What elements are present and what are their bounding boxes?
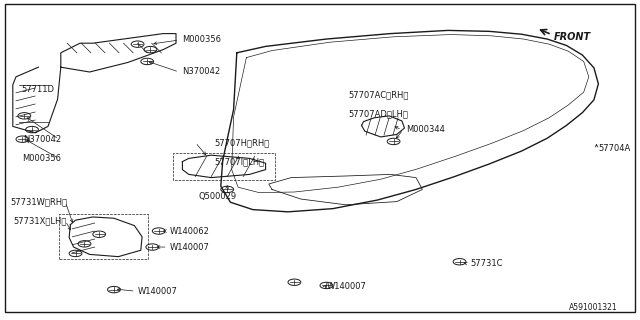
Text: 57707AD〈LH〉: 57707AD〈LH〉	[349, 109, 409, 118]
Text: W140062: W140062	[170, 228, 209, 236]
Text: 57707I〈LH〉: 57707I〈LH〉	[214, 157, 264, 166]
Text: M000356: M000356	[22, 154, 61, 163]
Text: 57731X〈LH〉: 57731X〈LH〉	[14, 216, 67, 225]
Text: 57707H〈RH〉: 57707H〈RH〉	[214, 138, 269, 147]
Text: 57704A: 57704A	[598, 144, 630, 153]
Text: W140007: W140007	[170, 244, 209, 252]
Text: Q500029: Q500029	[198, 192, 237, 201]
Text: 57707AC〈RH〉: 57707AC〈RH〉	[349, 90, 409, 99]
Text: M000344: M000344	[406, 125, 445, 134]
Text: W140007: W140007	[326, 282, 366, 291]
Text: M000356: M000356	[182, 36, 221, 44]
Text: 57731C: 57731C	[470, 260, 503, 268]
Text: N370042: N370042	[182, 68, 221, 76]
Text: FRONT: FRONT	[554, 32, 591, 42]
Text: 57711D: 57711D	[21, 85, 54, 94]
Text: 57731W〈RH〉: 57731W〈RH〉	[10, 197, 67, 206]
Text: N370042: N370042	[22, 135, 61, 144]
Text: W140007: W140007	[138, 287, 177, 296]
Text: A591001321: A591001321	[569, 303, 618, 312]
